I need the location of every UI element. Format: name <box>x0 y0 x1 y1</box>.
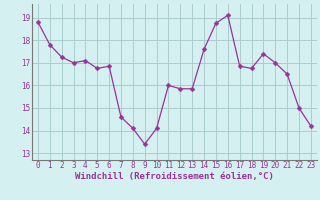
X-axis label: Windchill (Refroidissement éolien,°C): Windchill (Refroidissement éolien,°C) <box>75 172 274 181</box>
